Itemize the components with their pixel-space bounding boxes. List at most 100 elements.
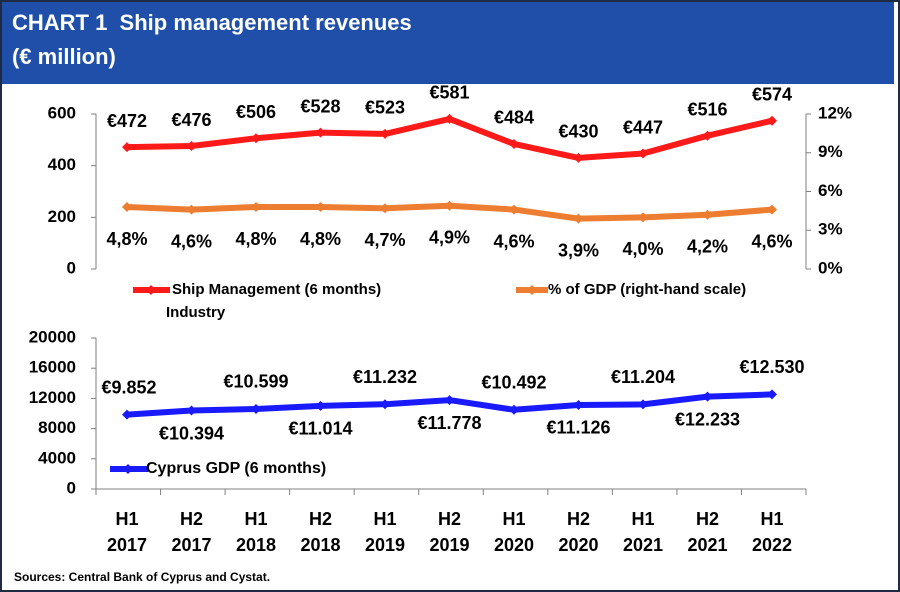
ship-management-point bbox=[122, 142, 132, 153]
cyprus-gdp-point bbox=[444, 395, 455, 406]
cyprus-gdp-data-label: €12.530 bbox=[739, 357, 804, 377]
x-category-label-half: H1 bbox=[244, 509, 267, 529]
legend-ship-management-label-line2: Industry bbox=[166, 304, 226, 321]
legend-gdp-share-marker bbox=[527, 285, 537, 295]
cyprus-gdp-point bbox=[251, 403, 261, 414]
top-right-tick-label: 12% bbox=[818, 103, 852, 122]
legend-cyprus-gdp-label: Cyprus GDP (6 months) bbox=[146, 460, 326, 477]
x-category-label-half: H2 bbox=[567, 509, 590, 529]
cyprus-gdp-point bbox=[573, 399, 584, 410]
ship-management-point bbox=[380, 128, 390, 139]
cyprus-gdp-point bbox=[767, 389, 777, 400]
legend-ship-management-label: Ship Management (6 months) bbox=[172, 281, 381, 298]
ship-management-line bbox=[126, 115, 773, 161]
top-left-tick-label: 200 bbox=[48, 207, 76, 226]
ship-management-data-label: €484 bbox=[494, 108, 534, 128]
ship-management-data-label: €574 bbox=[752, 84, 792, 104]
ship-management-point bbox=[251, 133, 261, 144]
x-category-label-half: H1 bbox=[502, 509, 525, 529]
source-note: Sources: Central Bank of Cyprus and Cyst… bbox=[14, 570, 271, 584]
x-category-label-half: H1 bbox=[115, 509, 138, 529]
ship-management-point bbox=[186, 141, 197, 152]
bottom-left-tick-label: 16000 bbox=[29, 358, 76, 377]
x-category-label-half: H2 bbox=[438, 509, 461, 529]
bottom-left-tick-label: 0 bbox=[67, 478, 76, 497]
bottom-left-tick-label: 20000 bbox=[29, 327, 76, 346]
gdp-share-data-label: 4,6% bbox=[171, 231, 212, 251]
cyprus-gdp-point bbox=[509, 404, 519, 415]
ship-management-point bbox=[638, 148, 648, 159]
cyprus-gdp-data-label: €11.232 bbox=[353, 367, 417, 387]
cyprus-gdp-data-label: €11.126 bbox=[546, 418, 610, 438]
gdp-share-data-label: 4,8% bbox=[235, 229, 276, 249]
cyprus-gdp-data-label: €12.233 bbox=[675, 409, 740, 429]
top-right-tick-label: 3% bbox=[818, 220, 843, 239]
gdp-share-point bbox=[702, 209, 713, 220]
gdp-share-point bbox=[251, 202, 261, 212]
x-category-label-year: 2017 bbox=[171, 535, 211, 555]
gdp-share-point bbox=[767, 204, 777, 215]
gdp-share-data-label: 4,2% bbox=[687, 237, 728, 257]
gdp-share-point bbox=[444, 200, 455, 211]
ship-management-point bbox=[509, 138, 519, 149]
cyprus-gdp-point bbox=[380, 399, 390, 410]
cyprus-gdp-data-label: €11.778 bbox=[417, 413, 481, 433]
ship-management-point bbox=[315, 127, 326, 138]
bottom-left-tick-label: 4000 bbox=[38, 448, 76, 467]
gdp-share-point bbox=[380, 203, 390, 214]
top-left-tick-label: 600 bbox=[48, 103, 76, 122]
gdp-share-point bbox=[638, 212, 648, 223]
ship-management-data-label: €447 bbox=[623, 117, 663, 137]
cyprus-gdp-point bbox=[186, 405, 197, 416]
cyprus-gdp-data-label: €9.852 bbox=[101, 377, 156, 397]
cyprus-gdp-point bbox=[315, 400, 326, 411]
gdp-share-data-label: 3,9% bbox=[558, 240, 599, 260]
x-category-label-year: 2022 bbox=[752, 535, 792, 555]
x-category-label-year: 2021 bbox=[687, 535, 727, 555]
ship-management-data-label: €506 bbox=[236, 102, 276, 122]
gdp-share-point bbox=[509, 204, 519, 215]
x-category-label-half: H1 bbox=[373, 509, 396, 529]
cyprus-gdp-data-label: €11.014 bbox=[288, 419, 352, 439]
ship-management-data-label: €430 bbox=[558, 122, 598, 142]
x-category-label-half: H2 bbox=[696, 509, 719, 529]
ship-management-data-label: €581 bbox=[429, 83, 469, 103]
x-category-label-year: 2020 bbox=[494, 535, 534, 555]
x-category-label-half: H1 bbox=[631, 509, 654, 529]
x-category-label-year: 2017 bbox=[107, 535, 147, 555]
legend-gdp-share-label: % of GDP (right-hand scale) bbox=[548, 281, 746, 298]
cyprus-gdp-data-label: €10.599 bbox=[223, 372, 288, 392]
gdp-share-point bbox=[122, 202, 132, 212]
legend-cyprus-gdp-marker bbox=[123, 464, 133, 474]
ship-management-data-label: €476 bbox=[171, 110, 211, 130]
ship-management-point bbox=[573, 152, 584, 163]
chart-subtitle: (€ million) bbox=[12, 44, 116, 69]
x-category-label-year: 2018 bbox=[300, 535, 340, 555]
x-category-label-half: H2 bbox=[180, 509, 203, 529]
top-right-tick-label: 6% bbox=[818, 181, 843, 200]
cyprus-gdp-point bbox=[702, 391, 713, 402]
x-category-label-year: 2019 bbox=[429, 535, 469, 555]
x-category-label-year: 2018 bbox=[236, 535, 276, 555]
gdp-share-data-label: 4,6% bbox=[751, 231, 792, 251]
x-category-label-year: 2020 bbox=[558, 535, 598, 555]
gdp-share-data-label: 4,8% bbox=[300, 229, 341, 249]
ship-management-point bbox=[702, 130, 713, 141]
top-left-tick-label: 400 bbox=[48, 155, 76, 174]
gdp-share-data-label: 4,0% bbox=[622, 239, 663, 259]
gdp-share-point bbox=[315, 202, 326, 212]
bottom-left-tick-label: 8000 bbox=[38, 418, 76, 437]
cyprus-gdp-data-label: €10.492 bbox=[481, 373, 546, 393]
gdp-share-point bbox=[186, 204, 197, 215]
top-right-tick-label: 0% bbox=[818, 258, 843, 277]
legend-ship-management-marker bbox=[146, 285, 156, 295]
cyprus-gdp-data-label: €10.394 bbox=[159, 423, 224, 443]
ship-management-data-label: €523 bbox=[365, 98, 405, 118]
gdp-share-data-label: 4,7% bbox=[364, 230, 405, 250]
top-left-tick-label: 0 bbox=[67, 258, 76, 277]
gdp-share-point bbox=[573, 213, 584, 224]
cyprus-gdp-point bbox=[638, 399, 648, 410]
top-right-tick-label: 9% bbox=[818, 142, 843, 161]
